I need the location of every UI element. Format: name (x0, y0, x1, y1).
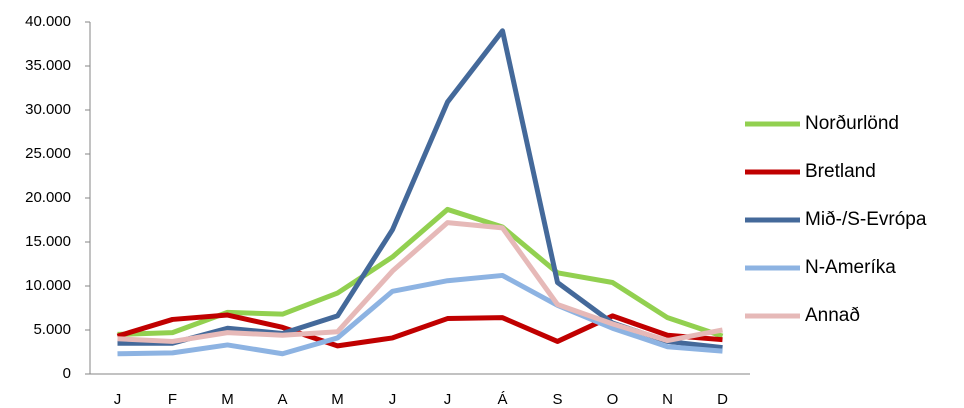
y-tick-label: 35.000 (25, 57, 71, 74)
x-tick-label: A (277, 391, 287, 408)
y-tick-label: 30.000 (25, 101, 71, 118)
x-tick-label: M (221, 391, 234, 408)
series-line (117, 272, 723, 357)
x-tick-label: F (168, 391, 177, 408)
legend-label: Annað (805, 305, 860, 326)
series-line (116, 312, 723, 349)
legend-label: Bretland (805, 161, 876, 182)
x-tick-label: J (444, 391, 452, 408)
y-tick-label: 25.000 (25, 145, 71, 162)
y-tick-label: 40.000 (25, 13, 71, 30)
y-tick-label: 20.000 (25, 189, 71, 206)
legend-label: Mið-/S-Evrópa (805, 209, 927, 230)
x-tick-label: M (331, 391, 344, 408)
y-tick-label: 5.000 (33, 321, 71, 338)
x-tick-label: S (552, 391, 562, 408)
legend-label: N-Ameríka (805, 257, 896, 278)
x-tick-label: D (717, 391, 728, 408)
y-tick-label: 0 (63, 365, 71, 382)
x-tick-label: J (389, 391, 397, 408)
series-line (117, 28, 723, 351)
y-tick-label: 15.000 (25, 233, 71, 250)
x-tick-label: O (607, 391, 619, 408)
x-tick-label: J (114, 391, 122, 408)
x-tick-label: N (662, 391, 673, 408)
x-tick-label: Á (497, 391, 507, 408)
series-line (117, 220, 723, 344)
legend-label: Norðurlönd (805, 113, 899, 134)
y-tick-label: 10.000 (25, 277, 71, 294)
